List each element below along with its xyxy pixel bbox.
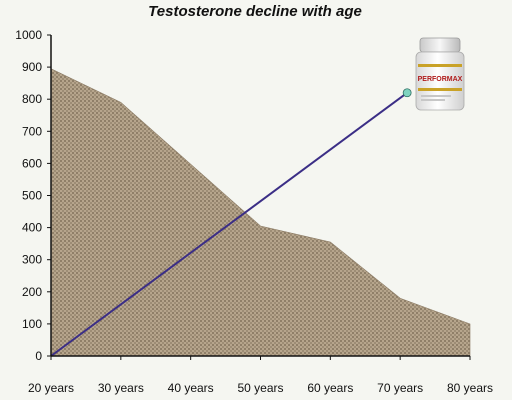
x-tick-label: 80 years [447,381,493,395]
x-tick-label: 30 years [98,381,144,395]
y-tick-label: 1000 [15,28,42,42]
y-tick-label: 800 [22,92,42,106]
chart-title: Testosterone decline with age [148,3,362,20]
y-tick-label: 0 [35,349,42,363]
testosterone-area [50,68,471,357]
bottle-label: PERFORMAX [418,76,463,83]
x-tick-label: 40 years [168,381,214,395]
y-tick-label: 900 [22,60,42,74]
y-axis: 0 100 200 300 400 500 600 700 800 900 1000 [15,28,52,363]
y-tick-label: 600 [22,156,42,170]
trend-line [50,91,408,357]
x-tick-label: 20 years [28,381,74,395]
x-tick-label: 50 years [237,381,283,395]
supplement-bottle-icon: PERFORMAX [415,37,465,111]
line-end-marker [402,88,412,98]
y-tick-label: 400 [22,221,42,235]
y-tick-label: 100 [22,317,42,331]
plot-area [50,68,471,357]
x-tick-label: 70 years [377,381,423,395]
y-tick-label: 300 [22,253,42,267]
y-tick-label: 700 [22,124,42,138]
y-tick-label: 500 [22,189,42,203]
y-tick-label: 200 [22,285,42,299]
x-axis: 20 years 30 years 40 years 50 years 60 years… [28,355,493,395]
x-tick-label: 60 years [307,381,353,395]
